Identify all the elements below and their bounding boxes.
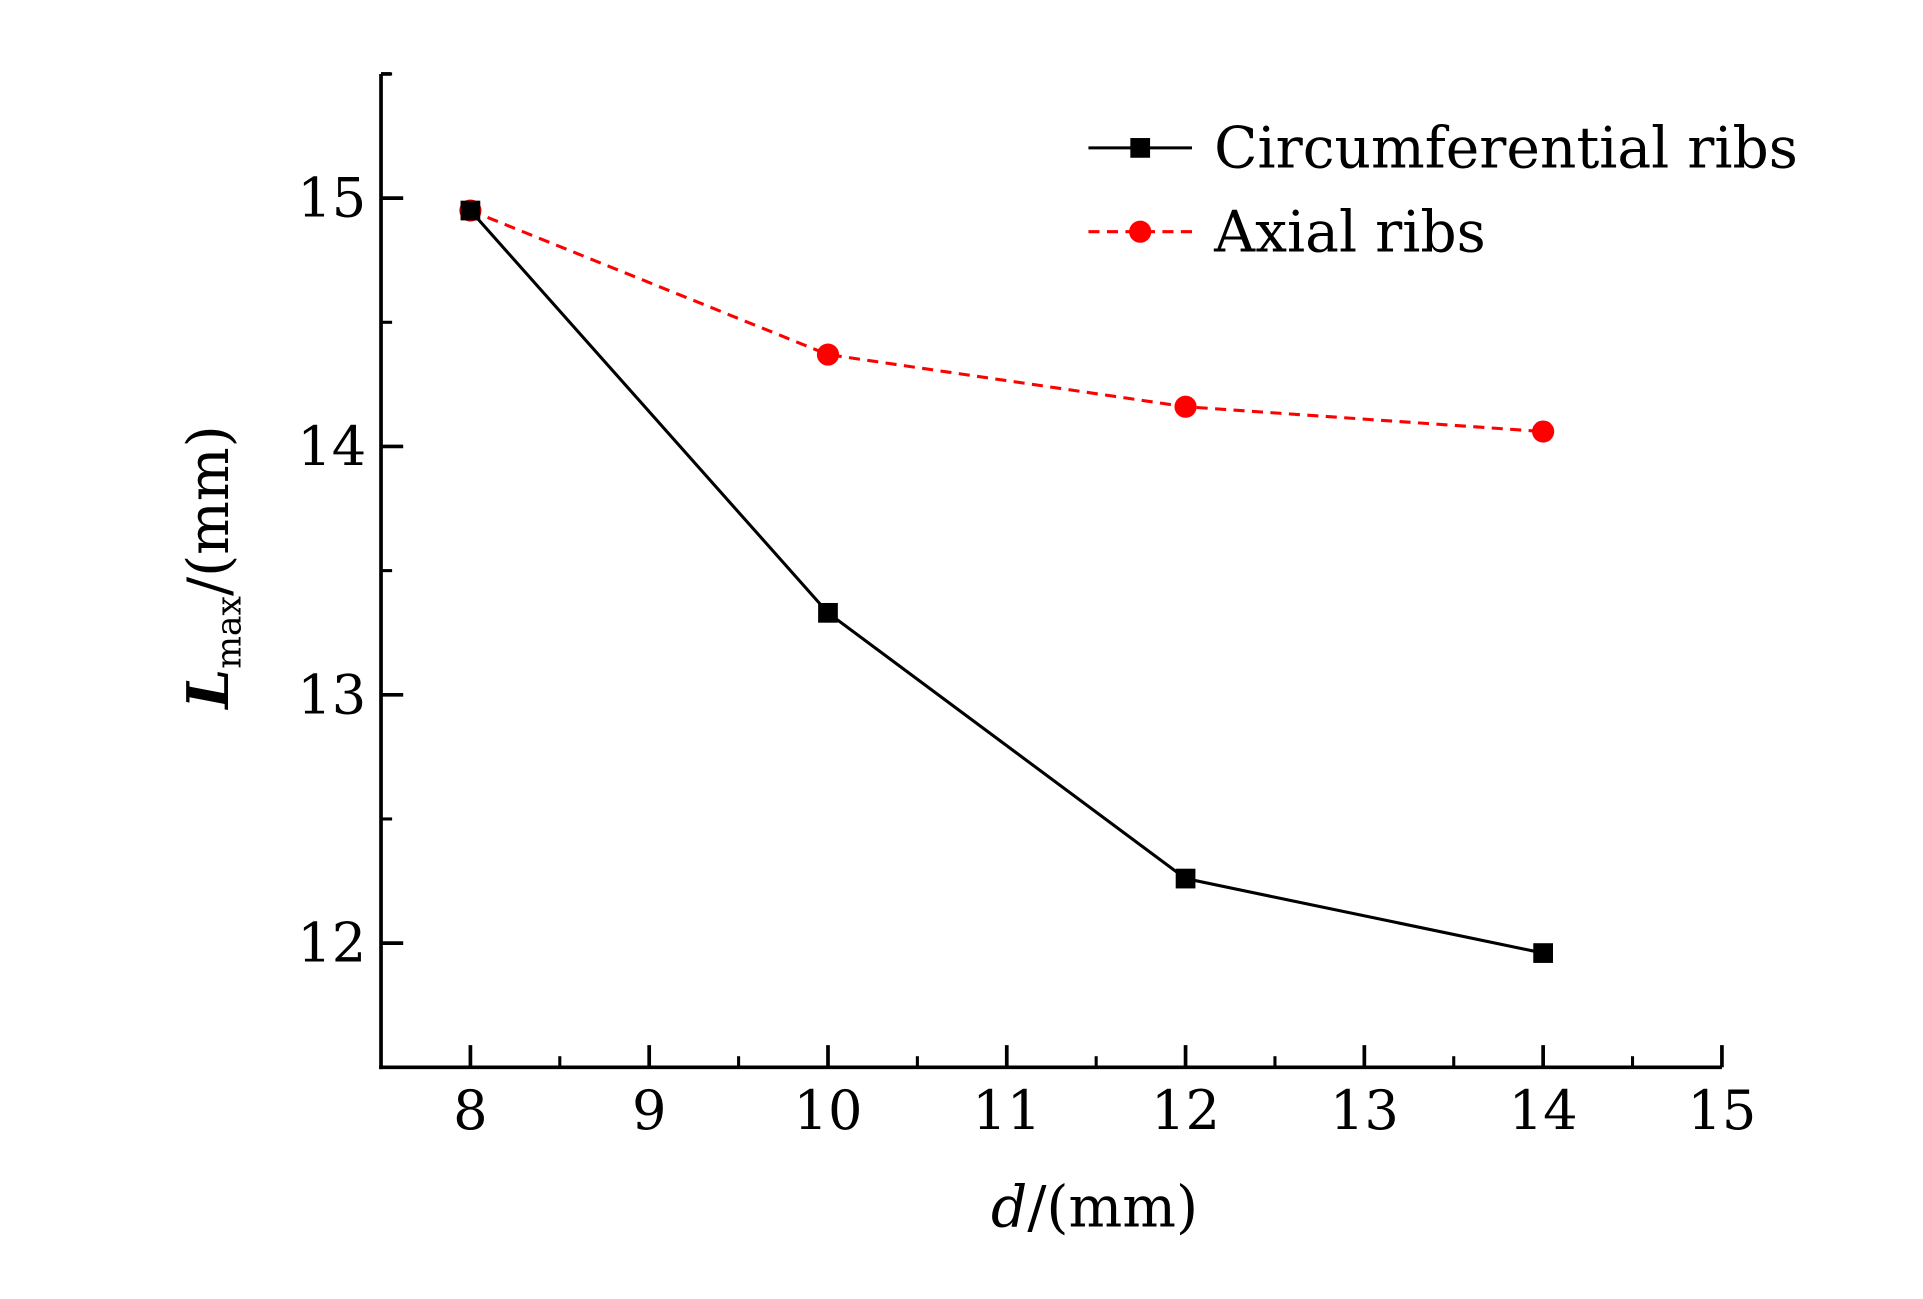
x-tick-label: 10	[793, 1079, 862, 1142]
x-tick-label: 8	[453, 1079, 488, 1142]
x-tick-label: 13	[1330, 1079, 1399, 1142]
legend-label: Axial ribs	[1213, 199, 1486, 265]
data-point-axial-ribs	[1532, 420, 1555, 443]
data-point-circumferential-ribs	[1533, 943, 1553, 963]
legend-label: Circumferential ribs	[1214, 116, 1798, 182]
y-axis-label: Lmax/(mm)	[176, 425, 249, 710]
tick-labels: 8 9 10 11 12 13 14 15 12 13 14 15	[297, 167, 1756, 1142]
y-tick-label: 15	[297, 167, 366, 230]
legend: Circumferential ribs Axial ribs	[1088, 116, 1798, 265]
x-axis-label: d/(mm)	[991, 1174, 1198, 1240]
y-tick-label: 13	[297, 663, 366, 726]
x-tick-label: 15	[1687, 1079, 1756, 1142]
series-line-circumferential-ribs	[469, 209, 1544, 955]
data-point-circumferential-ribs	[460, 200, 481, 221]
axes	[379, 72, 1724, 1070]
x-tick-label: 9	[632, 1079, 667, 1142]
legend-marker	[1129, 220, 1152, 243]
series-line-axial-ribs	[469, 209, 1544, 434]
series-layer	[459, 199, 1555, 963]
x-tick-label: 11	[972, 1079, 1041, 1142]
y-tick-label: 12	[297, 912, 366, 975]
data-point-axial-ribs	[816, 343, 840, 366]
legend-marker	[1130, 138, 1151, 158]
data-point-circumferential-ribs	[1175, 868, 1196, 889]
x-tick-label: 14	[1509, 1079, 1578, 1142]
data-point-circumferential-ribs	[818, 602, 838, 623]
data-point-axial-ribs	[1174, 395, 1197, 418]
y-tick-label: 14	[297, 415, 366, 478]
x-tick-label: 12	[1151, 1079, 1220, 1142]
